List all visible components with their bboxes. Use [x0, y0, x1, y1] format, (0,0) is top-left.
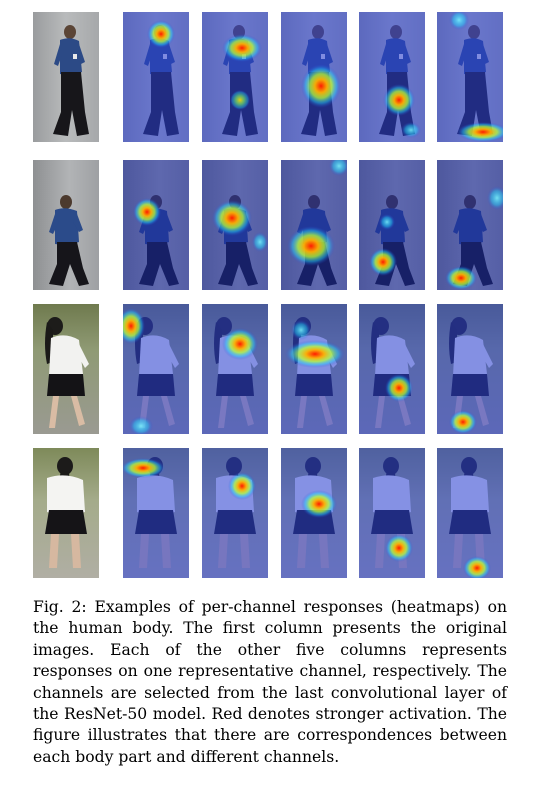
heatmap-image — [437, 160, 503, 290]
figure-row-2 — [0, 160, 538, 290]
heatmap-image — [281, 12, 347, 142]
heatmap-image — [281, 304, 347, 434]
heatmap-image — [359, 12, 425, 142]
heatmap-image — [359, 448, 425, 578]
figure-row-4 — [0, 448, 538, 578]
heatmap-image — [123, 304, 189, 434]
heatmap-image — [123, 160, 189, 290]
heatmap-image — [437, 448, 503, 578]
original-image — [33, 304, 99, 434]
figure-heatmap-grid — [0, 12, 538, 578]
heatmap-image — [281, 160, 347, 290]
figure-row-1 — [0, 12, 538, 142]
heatmap-image — [202, 448, 268, 578]
figure-label: Fig. 2: — [33, 598, 87, 616]
original-image — [33, 448, 99, 578]
heatmap-image — [202, 12, 268, 142]
figure-caption: Fig. 2: Examples of per-channel response… — [33, 597, 507, 768]
heatmap-image — [202, 160, 268, 290]
heatmap-image — [437, 304, 503, 434]
heatmap-image — [202, 304, 268, 434]
original-image — [33, 12, 99, 142]
heatmap-image — [281, 448, 347, 578]
heatmap-image — [123, 12, 189, 142]
original-image — [33, 160, 99, 290]
heatmap-image — [359, 304, 425, 434]
heatmap-image — [123, 448, 189, 578]
figure-row-3 — [0, 304, 538, 434]
heatmap-image — [359, 160, 425, 290]
heatmap-image — [437, 12, 503, 142]
figure-caption-text: Examples of per-channel responses (heatm… — [33, 598, 507, 766]
